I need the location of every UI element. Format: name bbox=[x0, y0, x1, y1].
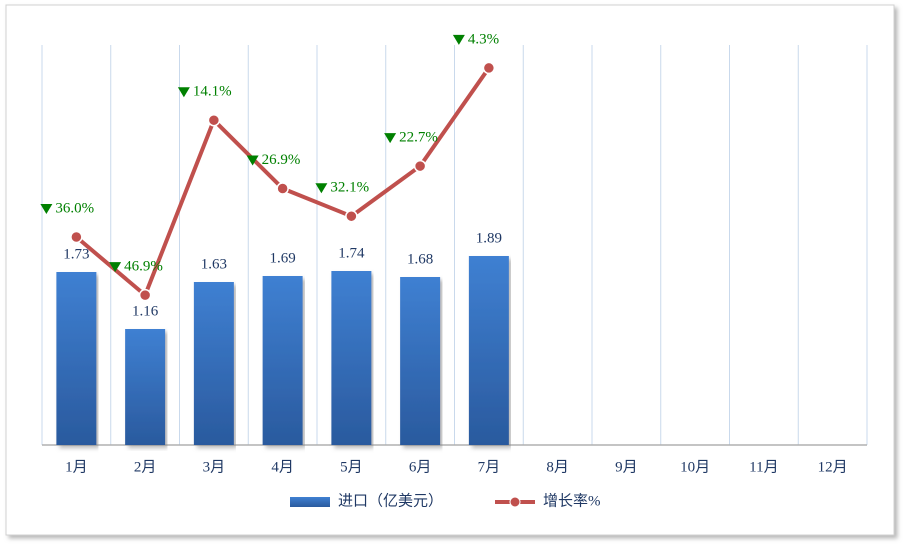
bar bbox=[56, 272, 97, 445]
line-point bbox=[345, 209, 358, 223]
growth-label: 36.0% bbox=[55, 200, 94, 216]
line-point bbox=[482, 61, 496, 75]
line-point bbox=[138, 288, 152, 302]
x-tick-label: 3月 bbox=[203, 459, 226, 475]
bar-value-label: 1.16 bbox=[132, 303, 159, 319]
line-point bbox=[207, 113, 221, 127]
down-triangle bbox=[452, 34, 465, 45]
bar-value-label: 1.69 bbox=[270, 250, 296, 266]
legend-label: 进口（亿美元） bbox=[338, 492, 443, 509]
bar bbox=[400, 277, 441, 445]
x-tick-label: 9月 bbox=[615, 459, 638, 475]
x-tick-label: 7月 bbox=[478, 459, 501, 475]
line-point bbox=[413, 159, 427, 173]
growth-label: 46.9% bbox=[124, 259, 163, 275]
growth-label: 14.1% bbox=[193, 84, 232, 100]
x-tick-label: 10月 bbox=[680, 459, 710, 475]
growth-label: 26.9% bbox=[262, 152, 301, 168]
x-tick-label: 4月 bbox=[271, 459, 294, 475]
x-tick-label: 2月 bbox=[134, 459, 157, 475]
growth-label: 32.1% bbox=[330, 180, 369, 196]
bar bbox=[331, 271, 372, 445]
x-tick-label: 11月 bbox=[749, 459, 778, 475]
bar bbox=[468, 256, 509, 445]
down-triangle bbox=[315, 183, 328, 194]
down-triangle bbox=[246, 155, 259, 166]
x-tick-label: 1月 bbox=[65, 459, 88, 475]
x-tick-label: 6月 bbox=[409, 459, 432, 475]
bar bbox=[193, 282, 234, 445]
growth-label: 4.3% bbox=[468, 31, 499, 47]
legend-label: 增长率% bbox=[543, 492, 601, 509]
down-triangle bbox=[384, 133, 397, 144]
down-triangle bbox=[40, 204, 53, 214]
bar-value-label: 1.74 bbox=[338, 245, 365, 261]
x-tick-label: 5月 bbox=[340, 459, 363, 475]
growth-label: 22.7% bbox=[399, 130, 438, 146]
bar bbox=[125, 329, 166, 445]
bar bbox=[262, 276, 303, 445]
bar-value-label: 1.89 bbox=[476, 230, 502, 246]
x-tick-label: 12月 bbox=[818, 459, 848, 475]
down-triangle bbox=[177, 87, 190, 98]
line-point bbox=[70, 230, 83, 244]
legend-dot bbox=[509, 496, 521, 508]
bar-value-label: 1.73 bbox=[63, 246, 89, 262]
down-triangle bbox=[109, 262, 122, 273]
bar-value-label: 1.63 bbox=[201, 256, 227, 272]
bar-value-label: 1.68 bbox=[407, 251, 433, 267]
line-point bbox=[276, 182, 289, 195]
x-tick-label: 8月 bbox=[546, 459, 569, 475]
legend-swatch bbox=[290, 497, 330, 507]
